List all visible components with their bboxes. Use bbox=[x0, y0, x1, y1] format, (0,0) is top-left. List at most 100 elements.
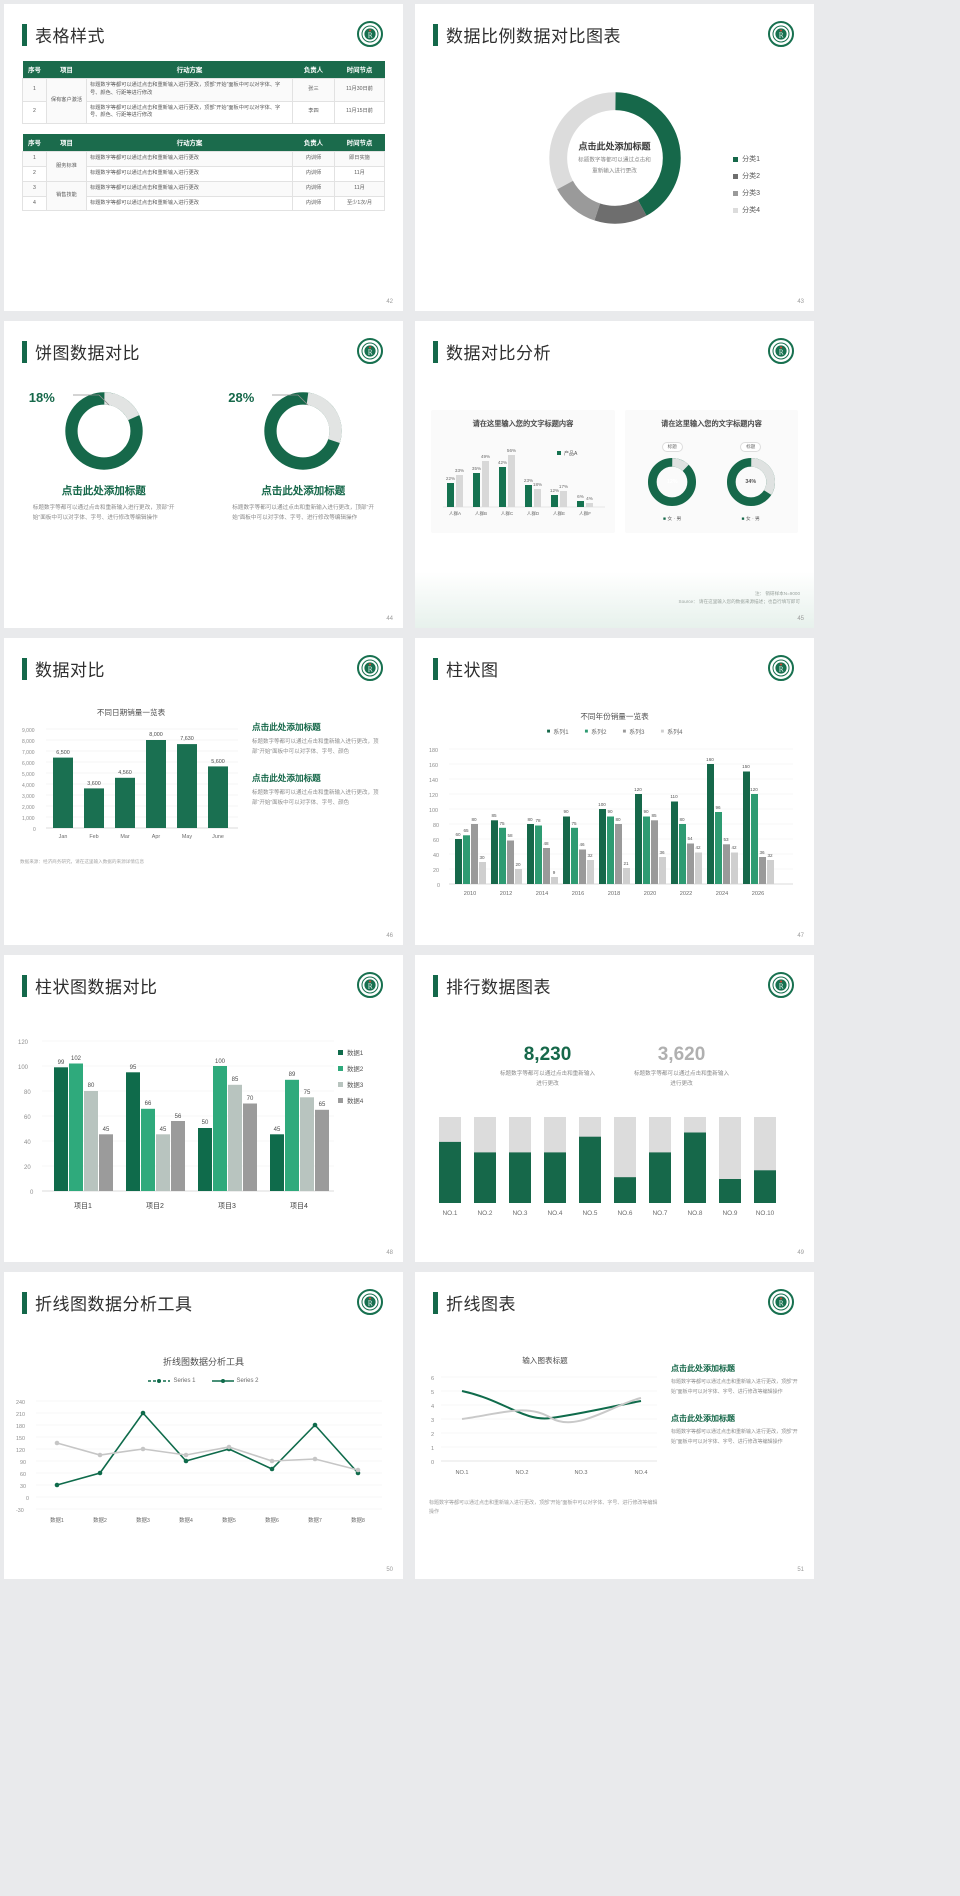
slide-ranking-chart: 排行数据图表 R 8,230 标题数字等都可以通过点击和重新输入进行更改 3,6… bbox=[415, 955, 814, 1262]
grouped-bar-svg: 22% 33% 35% 49% 42% 56% 23% 18% 12% 17% bbox=[443, 448, 605, 517]
svg-text:4%: 4% bbox=[586, 496, 593, 501]
svg-text:45: 45 bbox=[274, 1127, 281, 1133]
svg-text:60: 60 bbox=[433, 838, 439, 844]
page-number: 46 bbox=[386, 933, 393, 939]
page-number: 44 bbox=[386, 616, 393, 622]
bar-chart-svg: 180 160 140 120 100 80 60 40 20 0 bbox=[429, 748, 793, 897]
svg-text:2016: 2016 bbox=[572, 891, 584, 897]
chart-legend: Series 1 Series 2 bbox=[4, 1378, 403, 1384]
svg-text:36: 36 bbox=[759, 850, 765, 855]
cell-owner: 内训师 bbox=[292, 165, 335, 182]
leader-line-icon bbox=[72, 394, 110, 406]
card-title: 请在这里输入您的文字标题内容 bbox=[472, 419, 574, 428]
cell-action: 标题数字等都可以通过点击和重新输入进行更改，顶部“开始”面板中可以对字体、字号、… bbox=[86, 78, 293, 102]
text-blocks: 点击此处添加标题 标题数字等都可以通过点击和重新输入进行更改，顶部“开始”面板中… bbox=[252, 707, 387, 865]
legend-item: ■ 系列4 bbox=[660, 728, 683, 737]
svg-text:NO.2: NO.2 bbox=[478, 1210, 493, 1217]
compare-layout: 不同日期销量一览表 9,000 8,000 7,000 6,000 5,000 4,00… bbox=[4, 681, 403, 865]
svg-text:75: 75 bbox=[304, 1090, 311, 1096]
svg-text:2014: 2014 bbox=[536, 891, 548, 897]
svg-text:21: 21 bbox=[623, 861, 629, 866]
cell-time: 11月 bbox=[334, 165, 385, 182]
stat-block-2: 3,620 标题数字等都可以通过点击和重新输入进行更改 bbox=[633, 1044, 731, 1089]
svg-text:100: 100 bbox=[429, 808, 438, 814]
svg-text:2012: 2012 bbox=[500, 891, 512, 897]
block-title: 点击此处添加标题 bbox=[671, 1414, 735, 1423]
legend-item: ■ 系列3 bbox=[622, 728, 645, 737]
pct-label: 12% bbox=[666, 479, 678, 485]
cell-time: 至少1次/月 bbox=[334, 195, 385, 212]
pct-label: 18% bbox=[28, 390, 55, 405]
svg-text:7,630: 7,630 bbox=[180, 736, 194, 742]
svg-text:80: 80 bbox=[679, 817, 685, 822]
bar-chart-svg: 120 100 80 60 40 20 0 bbox=[18, 1040, 334, 1210]
donut-chart: 点击此处添加标题 标题数字等都可以通过点击和 重新输入进行更改 bbox=[540, 83, 690, 233]
svg-text:42: 42 bbox=[731, 845, 737, 850]
page-number: 45 bbox=[797, 616, 804, 622]
svg-text:1,000: 1,000 bbox=[22, 816, 35, 822]
svg-text:140: 140 bbox=[429, 778, 438, 784]
accent-bar bbox=[22, 23, 27, 46]
svg-text:42: 42 bbox=[695, 845, 701, 850]
svg-text:2024: 2024 bbox=[716, 891, 728, 897]
company-seal-logo: R bbox=[357, 21, 383, 47]
svg-text:6,500: 6,500 bbox=[56, 750, 70, 756]
accent-bar bbox=[433, 340, 438, 363]
svg-text:R: R bbox=[368, 666, 373, 673]
block-title: 点击此处添加标题 bbox=[671, 1364, 735, 1373]
svg-text:Apr: Apr bbox=[152, 834, 161, 840]
slide-line-chart: 折线图表 R 输入图表标题 6 5 4 3 2 1 0 bbox=[415, 1272, 814, 1579]
svg-text:8,000: 8,000 bbox=[22, 739, 35, 745]
svg-text:80: 80 bbox=[433, 823, 439, 829]
svg-text:项目3: 项目3 bbox=[218, 1202, 236, 1210]
svg-text:Mar: Mar bbox=[120, 834, 129, 840]
slide-bar-compare: 柱状图数据对比 R 120 100 80 60 40 20 0 bbox=[4, 955, 403, 1262]
svg-text:120: 120 bbox=[750, 787, 758, 792]
donut-tag: 标题 bbox=[661, 442, 683, 452]
table-action-plan-1: 序号 项目 行动方案 负责人 时间节点 1 保有客户激活 标题数字等都可以通过点… bbox=[22, 61, 385, 125]
svg-text:7,000: 7,000 bbox=[22, 750, 35, 756]
svg-text:8,000: 8,000 bbox=[149, 732, 163, 738]
card-title: 请在这里输入您的文字标题内容 bbox=[661, 419, 762, 428]
donut-title: 点击此处添加标题 bbox=[578, 141, 651, 152]
svg-text:人群A: 人群A bbox=[449, 510, 462, 517]
svg-text:R: R bbox=[368, 983, 373, 990]
donut-subtitle: 标题数字等都可以通过点击和 重新输入进行更改 bbox=[578, 157, 651, 174]
company-seal-logo: R bbox=[357, 972, 383, 998]
stats-row: 8,230 标题数字等都可以通过点击和重新输入进行更改 3,620 标题数字等都… bbox=[415, 1044, 814, 1089]
stat-desc: 标题数字等都可以通过点击和重新输入进行更改 bbox=[633, 1071, 730, 1088]
svg-text:54: 54 bbox=[687, 836, 693, 841]
svg-text:人群D: 人群D bbox=[527, 510, 540, 517]
leader-line-icon bbox=[272, 394, 309, 406]
svg-text:R: R bbox=[779, 983, 784, 990]
cell-time: 11月 bbox=[334, 180, 385, 197]
svg-text:20: 20 bbox=[515, 862, 521, 867]
legend-item: 数据1 bbox=[338, 1048, 363, 1057]
cell-no: 4 bbox=[22, 195, 47, 212]
svg-text:85: 85 bbox=[491, 813, 497, 818]
svg-text:210: 210 bbox=[16, 1412, 25, 1418]
svg-text:5,600: 5,600 bbox=[211, 759, 225, 765]
page-title: 数据对比 bbox=[35, 661, 105, 680]
svg-text:180: 180 bbox=[16, 1424, 25, 1430]
svg-text:58: 58 bbox=[507, 833, 513, 838]
donut-male: 标题 34% bbox=[725, 435, 777, 508]
th-time: 时间节点 bbox=[334, 61, 385, 79]
svg-text:40: 40 bbox=[433, 853, 439, 859]
svg-text:30: 30 bbox=[20, 1484, 26, 1490]
accent-bar bbox=[22, 657, 27, 680]
donut-svg bbox=[65, 392, 143, 470]
svg-text:6%: 6% bbox=[577, 494, 584, 499]
cell-time: 即日实施 bbox=[334, 151, 385, 167]
svg-text:85: 85 bbox=[651, 813, 657, 818]
donut-caption: 点击此处添加标题 bbox=[61, 485, 146, 497]
svg-text:NO.5: NO.5 bbox=[583, 1210, 598, 1217]
svg-text:80: 80 bbox=[527, 817, 533, 822]
page-number: 49 bbox=[797, 1250, 804, 1256]
svg-text:120: 120 bbox=[429, 793, 438, 799]
donut-block-2: 28% 点击此处添加标题 标题数字等都可以通过点击和重新输入进行更改，顶部“开始… bbox=[218, 384, 388, 524]
cell-owner: 内训师 bbox=[292, 195, 335, 212]
block-body: 标题数字等都可以通过点击和重新输入进行更改，顶部“开始”面板中可以对字体、字号、… bbox=[671, 1429, 798, 1445]
cell-item: 服务标准 bbox=[46, 151, 87, 182]
chart-title: 不同年份销量一览表 bbox=[580, 712, 649, 721]
